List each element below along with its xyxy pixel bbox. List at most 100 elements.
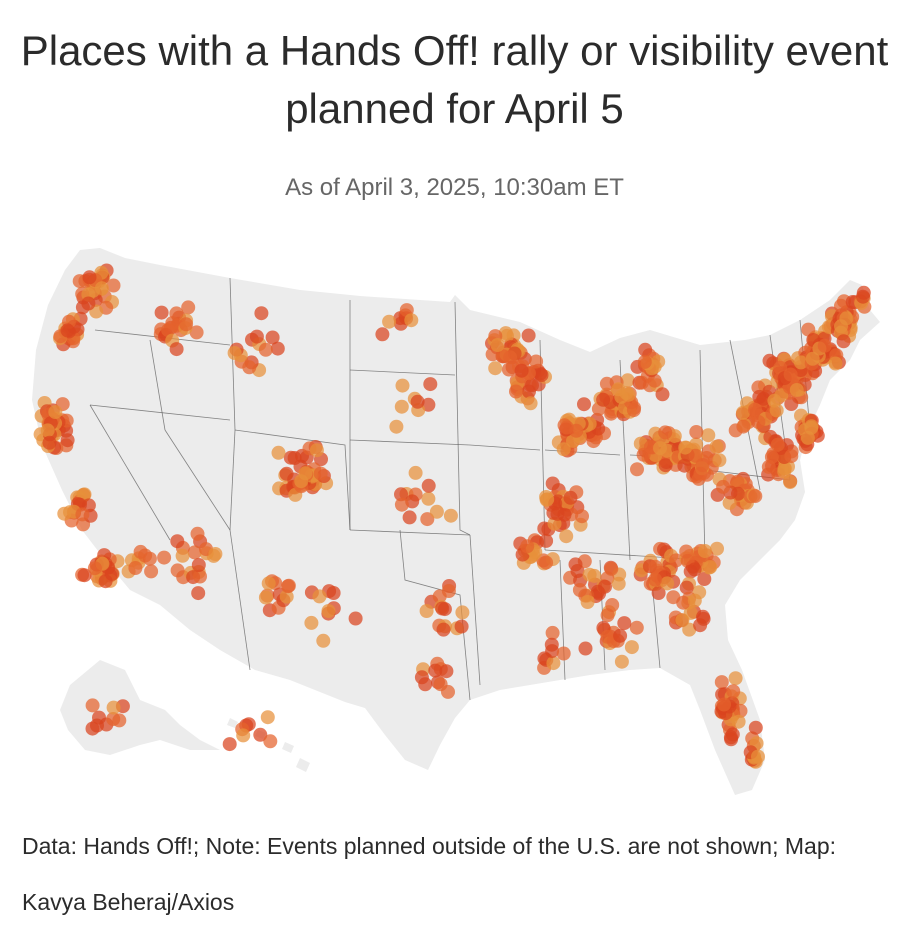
event-dot (648, 572, 663, 587)
event-dot (421, 491, 436, 506)
event-dot (509, 384, 523, 399)
event-dot (539, 533, 554, 548)
event-dot (596, 392, 611, 407)
event-dot (81, 296, 96, 311)
event-dot (455, 605, 470, 620)
state-border-line (149, 339, 166, 431)
event-dot (648, 559, 663, 574)
event-dot (189, 325, 204, 340)
event-dot (191, 586, 206, 601)
event-dot (60, 323, 75, 338)
event-dot (389, 419, 404, 434)
event-dot (42, 435, 57, 450)
event-dot (736, 419, 751, 434)
event-dot (309, 443, 324, 458)
event-dot (521, 328, 536, 343)
state-border-line (89, 404, 171, 541)
event-dot (580, 595, 595, 609)
event-dot (433, 677, 448, 692)
event-dot (658, 425, 673, 440)
event-dot (529, 354, 544, 369)
event-dot (697, 544, 712, 558)
event-dot (697, 572, 712, 586)
event-dot (253, 727, 268, 742)
event-dot (599, 376, 614, 391)
event-dot (348, 611, 363, 626)
event-dot (675, 613, 690, 628)
chart-subtitle: As of April 3, 2025, 10:30am ET (285, 174, 624, 201)
event-dot (326, 586, 341, 600)
event-dot (402, 510, 417, 525)
event-dot (660, 576, 675, 591)
event-dot (281, 578, 296, 593)
event-dot (410, 394, 425, 409)
event-dot (261, 576, 276, 591)
event-dot (375, 327, 390, 342)
event-dot (733, 703, 748, 718)
state-border-line (234, 429, 351, 531)
event-dot (170, 563, 185, 578)
event-dot (85, 721, 100, 736)
event-dot (500, 328, 514, 343)
event-dot (408, 465, 423, 480)
event-dot (619, 386, 634, 401)
event-dot (777, 461, 792, 476)
event-dot (77, 568, 92, 583)
event-dot (748, 402, 762, 417)
event-dot (523, 396, 538, 411)
footnote-credit: Map: Kavya Beheraj/Axios (22, 833, 837, 915)
event-dot (394, 399, 409, 414)
event-dot (254, 306, 269, 321)
event-dot (726, 684, 741, 699)
event-dot (620, 373, 635, 388)
event-dot (94, 281, 109, 296)
event-dot (106, 700, 121, 715)
state-border-line (349, 439, 471, 446)
event-dot (514, 363, 529, 378)
event-dot (717, 697, 731, 712)
event-dot (441, 584, 456, 598)
event-dot (313, 466, 328, 481)
event-dot (170, 534, 185, 549)
event-dot (678, 440, 693, 455)
event-dot (435, 601, 450, 616)
event-dot (169, 342, 184, 357)
event-dot (87, 561, 102, 576)
event-dot (382, 314, 397, 329)
event-dot (638, 342, 653, 357)
event-dot (701, 428, 716, 443)
event-dot (559, 529, 574, 544)
event-dot (75, 507, 90, 522)
state-border-line (349, 529, 471, 536)
event-dot (572, 583, 587, 597)
event-dot (748, 720, 763, 735)
event-dot (712, 453, 727, 468)
state-borders (89, 277, 811, 701)
event-dot (154, 305, 169, 320)
event-dot (722, 495, 737, 510)
event-dot (175, 548, 190, 563)
event-dot (287, 451, 302, 465)
event-dot (181, 300, 196, 315)
event-dot (679, 580, 694, 595)
event-dot (304, 615, 319, 630)
state-border-line (399, 529, 471, 701)
event-dot (279, 589, 294, 604)
event-dot (439, 664, 454, 679)
event-dot (443, 508, 458, 523)
event-dot (312, 589, 327, 604)
event-dot (222, 737, 237, 752)
event-dot (144, 564, 159, 579)
event-dot (249, 329, 264, 344)
event-dot (488, 361, 503, 376)
event-dot (436, 622, 451, 637)
event-dot (613, 628, 628, 643)
event-dot (423, 377, 438, 392)
event-dot (157, 550, 172, 565)
event-dot (647, 373, 662, 388)
event-dot (48, 405, 63, 419)
event-dot (270, 341, 285, 356)
event-dot (634, 375, 649, 390)
event-dots (33, 263, 872, 769)
event-dot (636, 447, 651, 462)
